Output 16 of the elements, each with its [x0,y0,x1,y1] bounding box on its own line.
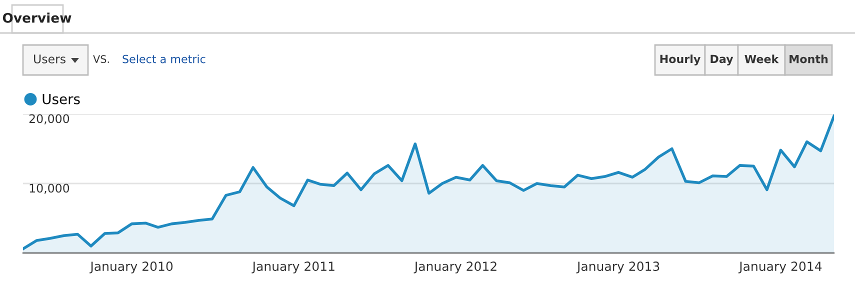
x-tick-label: January 2011 [252,262,334,274]
x-tick-label: January 2014 [738,262,822,274]
y-tick-label: 10,000 [30,184,70,194]
text: Hourly [660,54,700,66]
y-tick-label: 20,000 [29,114,70,124]
x-tick-label: January 2012 [414,262,496,274]
text: Week [744,54,779,64]
text: Overview [2,12,72,23]
legend-label: Users [42,94,80,104]
text: Month [790,54,828,64]
text: Select a metric [122,54,206,64]
text: Users [34,54,66,64]
x-tick-label: January 2013 [576,262,660,274]
text: Day [710,54,734,66]
text: VS. [93,55,109,64]
x-tick-label: January 2010 [90,262,173,274]
